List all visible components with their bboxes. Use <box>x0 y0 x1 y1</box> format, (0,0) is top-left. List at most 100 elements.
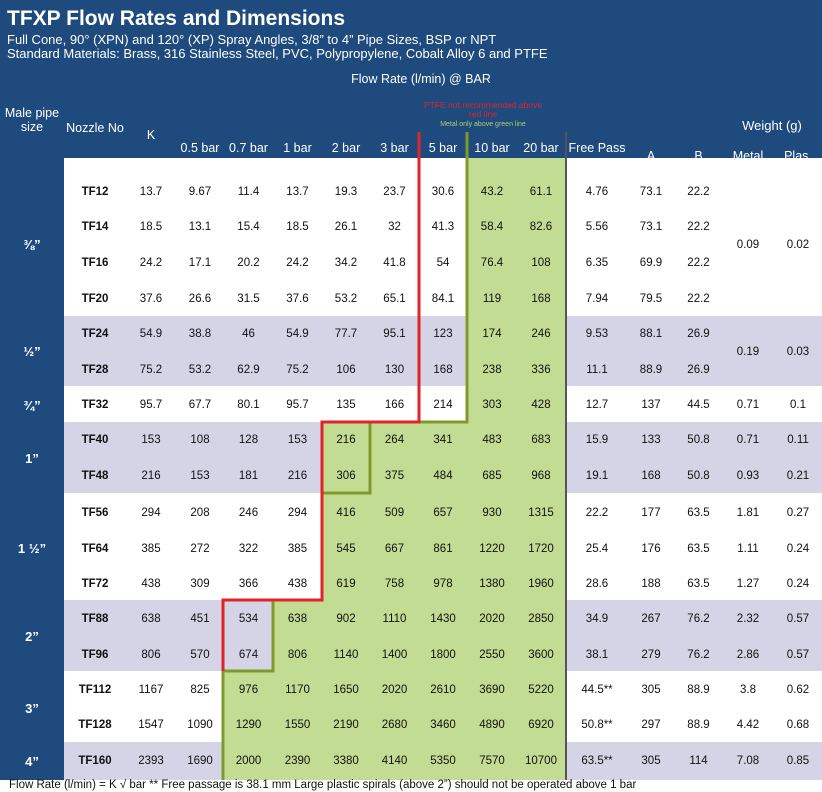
cell-free: 11.1 <box>586 364 608 376</box>
header-5-bar: 5 bar <box>428 141 458 155</box>
cell-b2: 306 <box>336 470 356 482</box>
cell-b3: 2680 <box>381 719 408 731</box>
cell-b1: 54.9 <box>286 328 309 340</box>
red-line <box>221 132 421 671</box>
cell-nozzle: TF16 <box>81 257 109 269</box>
cell-b10: 4890 <box>479 719 505 731</box>
cell-weight-metal: 7.08 <box>736 755 760 767</box>
cell-a: 305 <box>641 755 661 767</box>
cell-weight-plas: 0.24 <box>786 578 810 590</box>
header-a: A <box>646 149 656 163</box>
cell-b2: 3380 <box>333 755 359 767</box>
cell-b5: 1800 <box>430 649 456 661</box>
cell-b05: 1090 <box>187 719 213 731</box>
cell-b5: 168 <box>433 364 453 376</box>
cell-b10: 76.4 <box>480 257 504 269</box>
cell-a: 133 <box>641 434 661 446</box>
cell-weight-metal: 2.86 <box>736 649 760 661</box>
cell-free: 44.5** <box>581 684 613 696</box>
cell-b10: 1220 <box>479 543 505 555</box>
cell-weight-plas: 0.1 <box>790 399 806 411</box>
cell-b5: 2610 <box>430 684 456 696</box>
cell-weight-metal: 0.71 <box>736 434 760 446</box>
pipe-size-1-2: ½” <box>23 344 41 359</box>
cell-b10: 930 <box>482 507 502 519</box>
cell-b: 22.2 <box>687 257 710 269</box>
cell-b1: 75.2 <box>286 364 309 376</box>
cell-b05: 26.6 <box>188 293 212 305</box>
cell-b5: 5350 <box>430 755 456 767</box>
footer-notes: Flow Rate (l/min) = K √ bar ** Free pass… <box>9 779 637 791</box>
cell-weight-metal: 1.27 <box>736 578 760 590</box>
header-male-pipe-size: Male pipe size <box>4 106 60 134</box>
cell-nozzle: TF160 <box>78 755 112 767</box>
cell-b3: 95.1 <box>383 328 406 340</box>
cell-weight-metal: 0.71 <box>736 399 760 411</box>
cell-b07: 534 <box>238 613 259 625</box>
cell-nozzle: TF24 <box>81 328 109 340</box>
cell-b: 114 <box>689 755 708 767</box>
cell-b1: 18.5 <box>286 221 309 233</box>
cell-k: 37.6 <box>139 293 163 305</box>
cell-b1: 1170 <box>285 684 310 696</box>
cell-b: 26.9 <box>687 364 710 376</box>
cell-a: 73.1 <box>639 221 663 233</box>
cell-nozzle: TF64 <box>81 543 109 555</box>
cell-b2: 77.7 <box>334 328 358 340</box>
header-0-7-bar: 0.7 bar <box>229 141 268 155</box>
cell-b07: 322 <box>238 543 259 555</box>
cell-b07: 1290 <box>235 719 262 731</box>
cell-k: 2393 <box>138 755 164 767</box>
cell-weight-metal: 4.42 <box>736 719 760 731</box>
cell-b: 26.9 <box>687 328 710 340</box>
cell-free: 34.9 <box>585 613 609 625</box>
cell-b10: 119 <box>482 293 502 305</box>
header-0-5-bar: 0.5 bar <box>180 141 220 155</box>
cell-b20: 246 <box>531 328 551 340</box>
cell-b: 88.9 <box>687 684 710 696</box>
cell-weight-plas: 0.62 <box>786 684 810 696</box>
header-nozzle-no: Nozzle No <box>66 121 124 135</box>
cell-free: 28.6 <box>585 578 609 590</box>
cell-b05: 38.8 <box>188 328 212 340</box>
cell-weight-plas: 0.68 <box>786 719 810 731</box>
cell-b05: 17.1 <box>188 257 212 269</box>
cell-weight-metal: 0.19 <box>736 346 760 358</box>
cell-free: 15.9 <box>585 434 609 446</box>
header-free-pass: Free Pass <box>568 141 626 155</box>
cell-b3: 1110 <box>382 613 407 625</box>
cell-k: 24.2 <box>139 257 163 269</box>
header-20-bar: 20 bar <box>523 141 559 155</box>
cell-weight-plas: 0.27 <box>786 507 810 519</box>
cell-b07: 366 <box>238 578 259 590</box>
cell-nozzle: TF28 <box>81 364 109 376</box>
cell-nozzle: TF56 <box>81 507 109 519</box>
cell-b: 63.5 <box>687 507 710 519</box>
header-banner: TFXP Flow Rates and Dimensions Full Cone… <box>0 0 822 100</box>
cell-b5: 1430 <box>430 613 456 625</box>
cell-a: 279 <box>641 649 661 661</box>
cell-b5: 123 <box>433 328 453 340</box>
cell-weight-metal: 1.11 <box>737 543 759 555</box>
cell-weight-plas: 0.11 <box>787 434 809 446</box>
cell-weight-plas: 0.24 <box>786 543 810 555</box>
cell-b07: 80.1 <box>237 399 260 411</box>
cell-b20: 5220 <box>528 684 554 696</box>
cell-b2: 1650 <box>333 684 359 696</box>
cell-b10: 58.4 <box>480 221 504 233</box>
cell-weight-plas: 0.57 <box>786 613 810 625</box>
header-plas: Plas. <box>784 149 812 163</box>
cell-b3: 375 <box>384 470 405 482</box>
pipe-size-2: 2” <box>25 629 39 644</box>
pipe-size-4: 4” <box>25 754 39 769</box>
cell-b07: 15.4 <box>237 221 260 233</box>
cell-b: 50.8 <box>687 434 710 446</box>
cell-b05: 108 <box>190 434 210 446</box>
page-title: TFXP Flow Rates and Dimensions <box>7 7 346 30</box>
cell-b05: 208 <box>190 507 210 519</box>
pipe-size-1: 1” <box>25 451 39 466</box>
cell-weight-plas: 0.85 <box>786 755 810 767</box>
cell-b2: 545 <box>336 543 356 555</box>
cell-b3: 509 <box>384 507 405 519</box>
cell-b20: 2850 <box>528 613 554 625</box>
